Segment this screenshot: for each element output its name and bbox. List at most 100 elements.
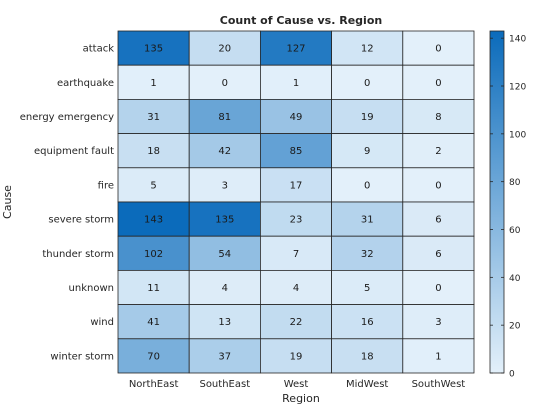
- heatmap-cell: [117, 167, 190, 203]
- heatmap-cell: [402, 64, 475, 100]
- heatmap-cell: [259, 64, 332, 100]
- cell-value-label: 127: [286, 44, 305, 55]
- cell-value-label: 19: [361, 112, 374, 123]
- y-tick-label: energy emergency: [20, 112, 114, 123]
- cell-value-label: 54: [218, 249, 231, 260]
- cell-value-label: 11: [147, 283, 160, 294]
- heatmap-cell: [402, 201, 475, 237]
- cell-value-label: 17: [290, 180, 303, 191]
- cell-value-label: 31: [147, 112, 160, 123]
- cell-value-label: 4: [222, 283, 228, 294]
- cell-value-label: 13: [218, 317, 231, 328]
- heatmap-cells: 135 20 127 12 01 0 1 0 031 81 49 19 818 42 85 9 25 3 17 0 01…: [117, 30, 475, 374]
- colorbar-tick-label: 20: [509, 322, 521, 332]
- y-tick-label: earthquake: [57, 78, 114, 89]
- colorbar-tick-label: 60: [509, 226, 521, 236]
- cell-value-label: 1: [435, 351, 441, 362]
- y-tick-label: thunder storm: [42, 249, 114, 260]
- x-axis-label: Region: [282, 392, 320, 405]
- heatmap-cell: [117, 338, 190, 374]
- heatmap-cell: [259, 304, 332, 340]
- cell-value-label: 135: [144, 44, 163, 55]
- heatmap-cell: [402, 338, 475, 374]
- cell-value-label: 16: [361, 317, 374, 328]
- y-tick-label: winter storm: [50, 351, 114, 362]
- y-tick-label: equipment fault: [34, 146, 114, 157]
- cell-value-label: 85: [290, 146, 303, 157]
- heatmap-cell: [331, 99, 404, 135]
- cell-value-label: 5: [150, 180, 156, 191]
- cell-value-label: 19: [290, 351, 303, 362]
- heatmap-cell: [188, 338, 261, 374]
- cell-value-label: 18: [361, 351, 374, 362]
- cell-value-label: 0: [435, 44, 441, 55]
- cell-value-label: 102: [144, 249, 163, 260]
- heatmap-cell: [331, 133, 404, 169]
- y-tick-label: unknown: [69, 283, 114, 294]
- cell-value-label: 6: [435, 249, 441, 260]
- heatmap-cell: [331, 338, 404, 374]
- x-tick-label: SouthWest: [412, 379, 466, 390]
- cell-value-label: 6: [435, 215, 441, 226]
- cell-value-label: 135: [215, 215, 234, 226]
- cell-value-label: 0: [435, 180, 441, 191]
- cell-value-label: 0: [435, 78, 441, 89]
- cell-value-label: 18: [147, 146, 160, 157]
- heatmap-cell: [188, 133, 261, 169]
- x-tick-label: West: [284, 379, 309, 390]
- cell-value-label: 32: [361, 249, 374, 260]
- cell-value-label: 70: [147, 351, 160, 362]
- cell-value-label: 81: [218, 112, 231, 123]
- colorbar-tick-label: 100: [509, 130, 526, 140]
- x-tick-labels: NorthEast SouthEast West MidWest SouthWest: [129, 379, 465, 390]
- chart-title: Count of Cause vs. Region: [220, 14, 382, 27]
- colorbar: 0 20 40 60 80 100 120 140: [489, 30, 526, 380]
- colorbar-tick-label: 80: [509, 178, 521, 188]
- cell-value-label: 3: [435, 317, 441, 328]
- cell-value-label: 4: [293, 283, 299, 294]
- heatmap-cell: [402, 304, 475, 340]
- cell-value-label: 22: [290, 317, 303, 328]
- heatmap-cell: [331, 269, 404, 305]
- cell-value-label: 23: [290, 215, 303, 226]
- cell-value-label: 5: [364, 283, 370, 294]
- y-tick-label: severe storm: [48, 215, 114, 226]
- y-axis-label: Cause: [1, 185, 14, 219]
- cell-value-label: 2: [435, 146, 441, 157]
- heatmap-cell: [188, 201, 261, 237]
- x-tick-label: MidWest: [346, 379, 388, 390]
- cell-value-label: 0: [364, 180, 370, 191]
- cell-value-label: 12: [361, 44, 374, 55]
- heatmap-cell: [259, 201, 332, 237]
- y-tick-label: wind: [90, 317, 114, 328]
- cell-value-label: 37: [218, 351, 231, 362]
- heatmap-cell: [259, 338, 332, 374]
- x-tick-label: SouthEast: [199, 379, 250, 390]
- cell-value-label: 7: [293, 249, 299, 260]
- x-tick-label: NorthEast: [129, 379, 179, 390]
- colorbar-tick-label: 40: [509, 274, 521, 284]
- colorbar-tick-label: 120: [509, 83, 526, 93]
- cell-value-label: 0: [364, 78, 370, 89]
- heatmap-cell: [188, 304, 261, 340]
- cell-value-label: 0: [222, 78, 228, 89]
- heatmap-cell: [117, 30, 190, 66]
- cell-value-label: 143: [144, 215, 163, 226]
- cell-value-label: 31: [361, 215, 374, 226]
- colorbar-tick-label: 0: [509, 370, 515, 380]
- cell-value-label: 1: [150, 78, 156, 89]
- cell-value-label: 20: [218, 44, 231, 55]
- heatmap-cell: [259, 167, 332, 203]
- heatmap-cell: [402, 167, 475, 203]
- cell-value-label: 8: [435, 112, 441, 123]
- cell-value-label: 3: [222, 180, 228, 191]
- heatmap-cell: [331, 201, 404, 237]
- cell-value-label: 41: [147, 317, 160, 328]
- cell-value-label: 42: [218, 146, 231, 157]
- heatmap-cell: [402, 133, 475, 169]
- cell-value-label: 9: [364, 146, 370, 157]
- y-tick-label: attack: [83, 44, 115, 55]
- heatmap-cell: [402, 269, 475, 305]
- heatmap-cell: [117, 235, 190, 271]
- heatmap-cell: [259, 133, 332, 169]
